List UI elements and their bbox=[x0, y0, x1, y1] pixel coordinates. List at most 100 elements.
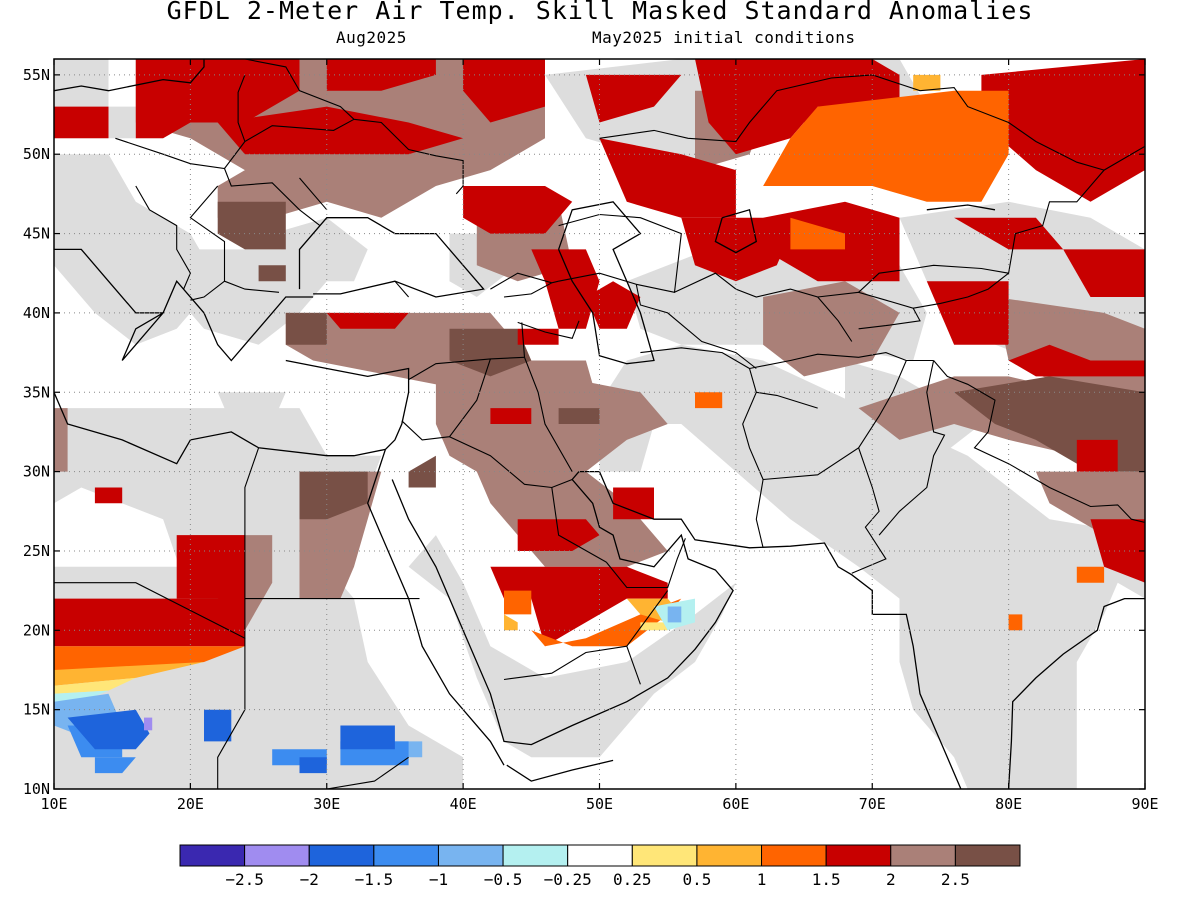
anomaly-1-5-region bbox=[599, 138, 736, 218]
country-border bbox=[878, 360, 946, 536]
anomaly-2-region bbox=[763, 281, 900, 377]
country-border bbox=[521, 322, 526, 358]
country-border bbox=[749, 352, 907, 370]
anomaly-1-5-region bbox=[176, 535, 245, 615]
coastline-layer bbox=[54, 59, 1145, 789]
anomaly-1-region bbox=[54, 646, 245, 670]
colorbar-swatch bbox=[954, 844, 1021, 867]
lat-tick-label: 10N bbox=[23, 780, 50, 798]
lon-tick-label: 30E bbox=[313, 795, 340, 813]
aral-sea-coastline bbox=[714, 208, 758, 254]
country-border bbox=[189, 185, 280, 293]
country-border bbox=[244, 118, 355, 142]
anomaly-0-25-region bbox=[54, 677, 136, 694]
colorbar-label: 2.5 bbox=[941, 870, 970, 889]
figure-title: GFDL 2-Meter Air Temp. Skill Masked Stan… bbox=[166, 0, 1034, 25]
iran-india-coastline bbox=[579, 470, 962, 789]
lat-tick-label: 15N bbox=[23, 701, 50, 719]
masked-region bbox=[272, 217, 368, 282]
colorbar-swatch bbox=[761, 844, 827, 867]
anomaly-1-region bbox=[763, 90, 1009, 202]
lat-tick-label: 45N bbox=[23, 225, 50, 243]
country-border bbox=[635, 284, 757, 369]
anomaly-1-5-region bbox=[1076, 439, 1118, 472]
anomaly-1-5-region bbox=[54, 106, 109, 139]
country-border bbox=[503, 282, 553, 298]
masked-region bbox=[217, 392, 286, 424]
country-border bbox=[217, 638, 246, 789]
anomaly-1-5-region bbox=[1063, 249, 1145, 297]
lat-tick-label: 35N bbox=[23, 383, 50, 401]
country-border bbox=[551, 487, 607, 563]
country-border bbox=[933, 360, 1145, 523]
masked-region bbox=[585, 344, 1145, 789]
country-border bbox=[674, 272, 853, 342]
anomaly-1-5-region bbox=[1008, 344, 1145, 377]
country-border bbox=[135, 185, 192, 290]
colorbar-label: −1.5 bbox=[355, 870, 394, 889]
lon-tick-label: 10E bbox=[40, 795, 67, 813]
colorbar-swatch bbox=[308, 844, 375, 867]
anomaly-0-5-region bbox=[913, 74, 941, 91]
country-border bbox=[763, 359, 934, 481]
anomaly-1-5-region bbox=[531, 249, 600, 329]
lat-tick-label: 55N bbox=[23, 66, 50, 84]
lat-tick-label: 40N bbox=[23, 304, 50, 322]
anomaly-minus-0-5-region bbox=[667, 606, 682, 623]
anomaly-1-region bbox=[504, 590, 532, 615]
masked-region bbox=[408, 535, 736, 758]
lat-tick-label: 30N bbox=[23, 463, 50, 481]
country-border bbox=[190, 280, 225, 301]
colorbar-label: −2 bbox=[300, 870, 319, 889]
anomaly-1-5-region bbox=[585, 281, 641, 329]
colorbar-swatch bbox=[825, 844, 892, 867]
colorbar-label: 2 bbox=[886, 870, 896, 889]
country-border bbox=[394, 280, 410, 298]
arabia-coastline bbox=[391, 471, 734, 746]
valid-month-label: Aug2025 bbox=[336, 28, 407, 47]
gulf-of-aden-coastline bbox=[506, 759, 614, 782]
country-border bbox=[237, 74, 246, 142]
anomaly-0-5-region bbox=[504, 614, 518, 631]
colorbar-swatch bbox=[373, 844, 439, 867]
anomaly-1-5-region bbox=[94, 487, 123, 504]
anomaly-minus-1-5-region bbox=[204, 709, 232, 742]
levant-coastline bbox=[285, 359, 410, 450]
country-border bbox=[54, 582, 246, 640]
colorbar: −2.5 −2 −1.5 −1 −0.5 −0.25 0.25 0.5 1 1.5 2 2.5 bbox=[179, 844, 1021, 889]
colorbar-label: −1 bbox=[429, 870, 448, 889]
colorbar-swatch bbox=[437, 844, 504, 867]
anomaly-1-region bbox=[1076, 566, 1105, 583]
country-border bbox=[490, 272, 559, 290]
anomaly-1-region bbox=[695, 392, 723, 409]
north-africa-coastline bbox=[54, 392, 386, 465]
country-border bbox=[858, 145, 1145, 293]
anomaly-1-5-region bbox=[981, 59, 1145, 202]
anomaly-1-region bbox=[790, 217, 845, 250]
caspian-sea-coastline bbox=[557, 201, 655, 365]
red-sea-west-coastline bbox=[367, 449, 505, 766]
mediterranean-north-coastline bbox=[54, 248, 314, 362]
anomaly-2-region bbox=[558, 376, 668, 440]
anomaly-1-5-region bbox=[463, 186, 573, 234]
colorbar-swatch bbox=[179, 844, 246, 867]
country-border bbox=[913, 272, 1009, 309]
anomaly-2-5-region bbox=[408, 455, 436, 488]
anomaly-1-5-region bbox=[613, 487, 654, 520]
anomaly-minus-0-25-region bbox=[54, 690, 109, 702]
anomaly-minus-2-region bbox=[144, 717, 153, 731]
colorbar-label: 1.5 bbox=[812, 870, 841, 889]
lon-tick-label: 40E bbox=[450, 795, 477, 813]
anomaly-2-5-region bbox=[558, 408, 600, 424]
india-east-coastline bbox=[1007, 597, 1145, 789]
colorbar-swatch bbox=[890, 844, 956, 867]
colorbar-swatch bbox=[244, 844, 310, 867]
lon-tick-label: 90E bbox=[1131, 795, 1158, 813]
anomaly-2-region bbox=[54, 408, 68, 472]
country-border bbox=[223, 168, 321, 227]
anomaly-1-5-region bbox=[54, 598, 245, 647]
country-border bbox=[449, 436, 573, 489]
country-border bbox=[523, 357, 573, 472]
